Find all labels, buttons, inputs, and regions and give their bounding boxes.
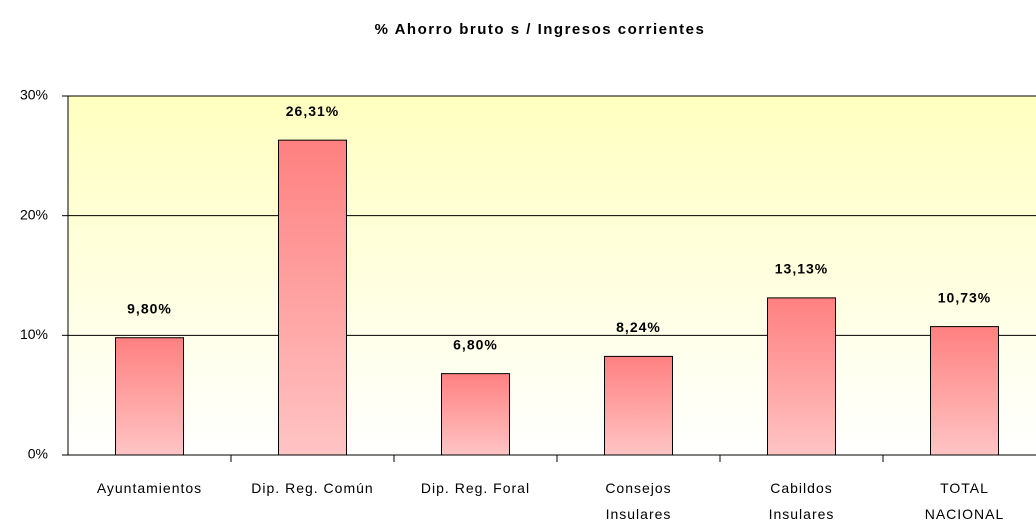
bar: [767, 297, 836, 456]
bar: [930, 326, 999, 456]
value-label: 9,80%: [127, 300, 172, 316]
y-tick-label: 20%: [20, 206, 48, 222]
plot-background: [68, 96, 1036, 455]
y-tick-label: 10%: [20, 326, 48, 342]
y-tick-label: 0%: [28, 446, 48, 462]
bar: [278, 139, 347, 456]
value-label: 10,73%: [938, 289, 991, 305]
x-tick-label: Dip. Reg. Común: [251, 480, 374, 496]
x-tick-label: TOTAL NACIONAL: [924, 480, 1005, 522]
bar: [441, 373, 510, 456]
value-label: 26,31%: [286, 103, 339, 119]
x-tick-label: Cabildos Insulares: [768, 480, 835, 522]
bar: [115, 337, 184, 456]
x-tick-label: Ayuntamientos: [96, 480, 203, 496]
value-label: 13,13%: [775, 261, 828, 277]
y-tick-label: 30%: [20, 87, 48, 103]
chart-title: % Ahorro bruto s / Ingresos corrientes: [375, 21, 706, 38]
value-label: 8,24%: [616, 319, 661, 335]
bar: [604, 355, 673, 456]
value-label: 6,80%: [453, 336, 498, 352]
x-tick-label: Dip. Reg. Foral: [420, 480, 531, 496]
x-tick-label: Consejos Insulares: [605, 480, 672, 522]
